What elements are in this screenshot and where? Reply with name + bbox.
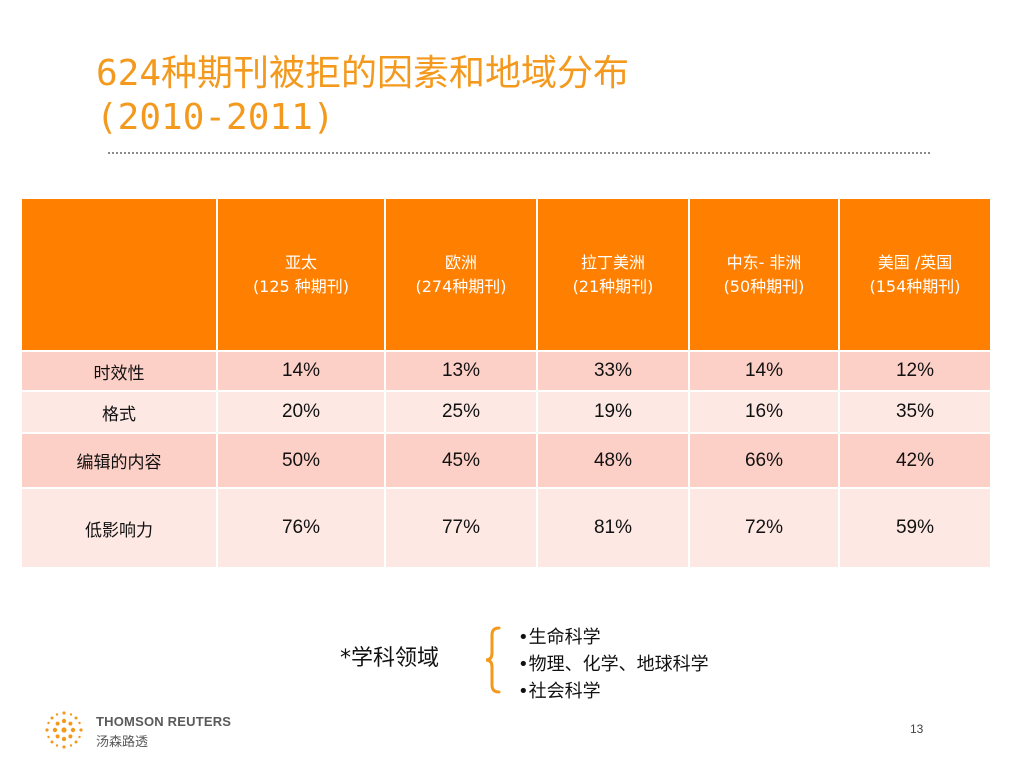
region-name: 亚太	[284, 252, 317, 272]
table-row: 低影响力 76% 77% 81% 72% 59%	[20, 487, 992, 569]
table-cell: 12%	[838, 350, 992, 392]
region-journal-count: (274种期刊)	[415, 276, 507, 296]
list-item: •物理、化学、地球科学	[518, 654, 709, 675]
table-cell: 14%	[688, 350, 840, 392]
discipline-label: *学科领域	[340, 646, 440, 671]
table-cell: 50%	[216, 432, 386, 489]
title-divider	[108, 152, 930, 154]
table-cell: 81%	[536, 487, 690, 569]
row-label: 低影响力	[20, 487, 218, 569]
region-journal-count: (154种期刊)	[869, 276, 961, 296]
region-name: 美国 /英国	[877, 252, 953, 272]
page-number: 13	[910, 722, 924, 736]
table-cell: 77%	[384, 487, 538, 569]
table-cell: 19%	[536, 390, 690, 434]
table-cell: 25%	[384, 390, 538, 434]
table-cell: 16%	[688, 390, 840, 434]
table-header-cell: 中东- 非洲 (50种期刊)	[688, 197, 840, 352]
table-cell: 48%	[536, 432, 690, 489]
table-cell: 13%	[384, 350, 538, 392]
brand-name: THOMSON REUTERS	[96, 714, 232, 729]
table-header-row: 亚太 (125 种期刊) 欧洲 (274种期刊) 拉丁美洲 (21种期刊) 中东…	[20, 197, 992, 352]
region-name: 欧洲	[444, 252, 477, 272]
table-cell: 72%	[688, 487, 840, 569]
table-cell: 33%	[536, 350, 690, 392]
slide-title-line1: 624种期刊被拒的因素和地域分布	[96, 53, 630, 94]
table-cell: 14%	[216, 350, 386, 392]
row-label: 时效性	[20, 350, 218, 392]
region-journal-count: (125 种期刊)	[252, 276, 350, 296]
region-journal-count: (50种期刊)	[723, 276, 805, 296]
table-row: 格式 20% 25% 19% 16% 35%	[20, 390, 992, 434]
table-cell: 35%	[838, 390, 992, 434]
table-header-corner	[20, 197, 218, 352]
region-name: 中东- 非洲	[726, 252, 802, 272]
region-journal-count: (21种期刊)	[572, 276, 654, 296]
region-name: 拉丁美洲	[580, 252, 645, 272]
rejection-table: 亚太 (125 种期刊) 欧洲 (274种期刊) 拉丁美洲 (21种期刊) 中东…	[20, 197, 992, 569]
slide-title-line2: (2010-2011)	[96, 97, 335, 138]
table-cell: 59%	[838, 487, 992, 569]
table-cell: 76%	[216, 487, 386, 569]
list-item: •生命科学	[518, 627, 601, 648]
table-cell: 20%	[216, 390, 386, 434]
table-header-cell: 亚太 (125 种期刊)	[216, 197, 386, 352]
thomson-reuters-logo-icon	[45, 711, 83, 749]
row-label: 格式	[20, 390, 218, 434]
table-cell: 66%	[688, 432, 840, 489]
row-label: 编辑的内容	[20, 432, 218, 489]
table-cell: 42%	[838, 432, 992, 489]
table-cell: 45%	[384, 432, 538, 489]
list-item: •社会科学	[518, 681, 601, 702]
slide-title: 624种期刊被拒的因素和地域分布 (2010-2011)	[96, 52, 629, 140]
table-row: 编辑的内容 50% 45% 48% 66% 42%	[20, 432, 992, 489]
left-brace-icon	[485, 626, 501, 694]
table-header-cell: 拉丁美洲 (21种期刊)	[536, 197, 690, 352]
table-header-cell: 欧洲 (274种期刊)	[384, 197, 538, 352]
table-row: 时效性 14% 13% 33% 14% 12%	[20, 350, 992, 392]
discipline-list: •生命科学 •物理、化学、地球科学 •社会科学	[518, 624, 709, 705]
table-header-cell: 美国 /英国 (154种期刊)	[838, 197, 992, 352]
brand-name-cn: 汤森路透	[96, 735, 149, 750]
